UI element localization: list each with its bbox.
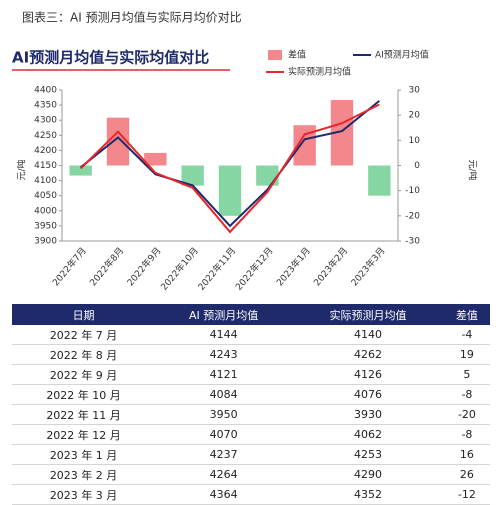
y-tick-label: 3900 — [34, 237, 57, 247]
table-cell: 2022 年 10 月 — [12, 384, 156, 405]
y2-tick-label: -20 — [405, 211, 420, 221]
table-cell: 4253 — [292, 444, 444, 465]
table-cell: 3950 — [155, 404, 293, 425]
table-cell: 2022 年 7 月 — [12, 325, 156, 345]
table-row: 2022 年 10 月 4084 4076 -8 — [12, 384, 490, 405]
y2-tick-label: 30 — [409, 86, 421, 96]
bar — [69, 165, 92, 176]
y-tick-label: 4000 — [34, 206, 57, 216]
x-tick-label: 2023年1月 — [274, 245, 313, 288]
table-cell: 4264 — [155, 464, 293, 485]
y-tick-label: 4300 — [34, 116, 57, 126]
table-cell: 4070 — [155, 424, 293, 445]
bar — [181, 165, 204, 186]
y-tick-label: 4400 — [34, 86, 57, 96]
table-cell: 3930 — [292, 404, 444, 425]
column-header: 实际预测月均值 — [292, 304, 444, 325]
table-cell: 4140 — [292, 325, 444, 345]
y-tick-label: 4150 — [34, 161, 57, 171]
line — [80, 100, 380, 228]
table-cell: 2023 年 2 月 — [12, 464, 156, 485]
table-cell: 4126 — [292, 364, 444, 385]
table-cell: 4364 — [155, 484, 293, 505]
legend-label: 实际预测月均值 — [288, 66, 351, 78]
table-row: 2023 年 3 月 4364 4352 -12 — [12, 484, 490, 505]
table-cell: -8 — [443, 424, 490, 445]
bar — [144, 152, 167, 166]
y-axis-label: 元/吨 — [16, 159, 28, 180]
table-cell: -8 — [443, 384, 490, 405]
table-row: 2022 年 9 月 4121 4126 5 — [12, 364, 490, 385]
table-cell: 4121 — [155, 364, 293, 385]
table-row: 2022 年 12 月 4070 4062 -8 — [12, 424, 490, 445]
table-row: 2022 年 7 月 4144 4140 -4 — [12, 325, 490, 345]
table-row: 2022 年 11 月 3950 3930 -20 — [12, 404, 490, 425]
bar — [218, 165, 242, 216]
table-cell: 4262 — [292, 344, 444, 365]
line — [79, 103, 380, 234]
table-cell: 4144 — [155, 325, 293, 345]
legend-swatch — [268, 50, 282, 60]
y2-tick-label: 0 — [414, 161, 420, 171]
table-cell: 4237 — [155, 444, 293, 465]
legend-label: 差值 — [288, 49, 306, 61]
x-tick-label: 2022年11月 — [195, 245, 238, 293]
x-tick-label: 2022年12月 — [233, 245, 276, 293]
bar — [330, 100, 354, 166]
bar — [256, 165, 279, 186]
table-cell: 26 — [443, 464, 490, 485]
table-cell: 19 — [443, 344, 490, 365]
table-row: 2022 年 8 月 4243 4262 19 — [12, 344, 490, 365]
table-cell: 2022 年 11 月 — [12, 404, 156, 425]
y2-tick-label: -10 — [405, 186, 420, 196]
table-cell: -12 — [443, 484, 490, 505]
y2-tick-label: 10 — [409, 136, 421, 146]
table-cell: -20 — [443, 404, 490, 425]
x-tick-label: 2022年8月 — [87, 245, 126, 288]
y-tick-label: 4100 — [34, 176, 57, 186]
table-cell: 2023 年 1 月 — [12, 444, 156, 465]
bar — [368, 165, 391, 196]
table-cell: 5 — [443, 364, 490, 385]
bar — [106, 117, 130, 166]
table-cell: 4076 — [292, 384, 444, 405]
y2-tick-label: -30 — [405, 237, 420, 247]
column-header: AI 预测月均值 — [155, 304, 293, 325]
bar — [293, 125, 316, 166]
table-cell: 4243 — [155, 344, 293, 365]
y-tick-label: 4350 — [34, 101, 57, 111]
x-tick-label: 2022年9月 — [124, 245, 163, 288]
x-tick-label: 2022年7月 — [50, 245, 89, 288]
table-cell: 4062 — [292, 424, 444, 445]
y2-axis-label: 元/吨 — [467, 159, 479, 180]
y-tick-label: 4050 — [34, 191, 57, 201]
y-tick-label: 3950 — [34, 221, 57, 231]
x-tick-label: 2023年3月 — [348, 245, 387, 288]
x-tick-label: 2022年10月 — [158, 245, 201, 293]
table-cell: 2023 年 3 月 — [12, 484, 156, 505]
y-tick-label: 4250 — [34, 131, 57, 141]
y-tick-label: 4200 — [34, 146, 57, 156]
x-tick-label: 2023年2月 — [311, 245, 350, 288]
table-cell: 4084 — [155, 384, 293, 405]
header-title: 图表三：AI 预测月均值与实际月均价对比 — [22, 10, 242, 25]
table-cell: 4352 — [292, 484, 444, 505]
table-cell: -4 — [443, 325, 490, 345]
column-header: 日期 — [12, 304, 156, 325]
table-row: 2023 年 2 月 4264 4290 26 — [12, 464, 490, 485]
table-header: 日期 AI 预测月均值 实际预测月均值 差值 — [12, 304, 490, 325]
table-row: 2023 年 1 月 4237 4253 16 — [12, 444, 490, 465]
y2-tick-label: 20 — [409, 111, 421, 121]
table-cell: 2022 年 9 月 — [12, 364, 156, 385]
chart-title: AI预测月均值与实际均值对比 — [12, 49, 209, 67]
table-cell: 2022 年 12 月 — [12, 424, 156, 445]
table-cell: 16 — [443, 444, 490, 465]
legend-label: AI预测月均值 — [375, 49, 429, 61]
table-cell: 2022 年 8 月 — [12, 344, 156, 365]
table-cell: 4290 — [292, 464, 444, 485]
column-header: 差值 — [443, 304, 490, 325]
data-table: 日期 AI 预测月均值 实际预测月均值 差值 2022 年 7 月 4144 4140 -4 2… — [12, 304, 490, 505]
chart: 图表三：AI 预测月均值与实际月均价对比 AI预测月均值与实际均值对比 元/吨 … — [12, 10, 479, 293]
